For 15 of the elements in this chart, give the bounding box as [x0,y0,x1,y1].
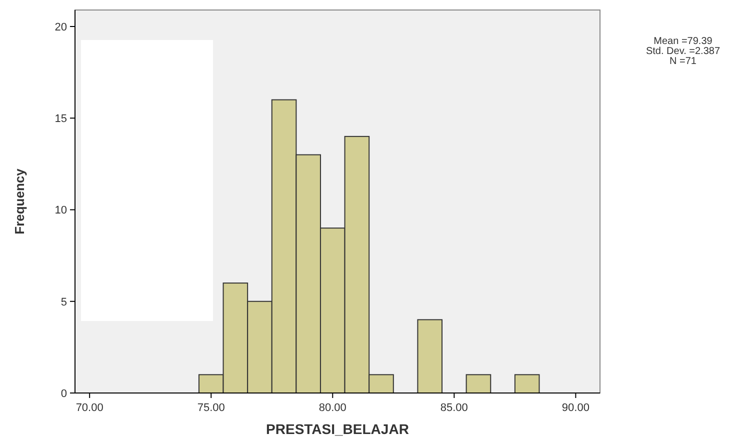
y-tick-label: 15 [54,113,67,126]
x-tick-label: 85.00 [440,402,468,414]
y-tick-label: 0 [60,388,67,400]
x-tick-label: 75.00 [197,402,225,414]
x-tick-label: 70.00 [76,402,104,414]
x-tick-label: 80.00 [318,402,346,414]
y-tick-label: 20 [54,21,67,34]
x-tick-label: 90.00 [562,402,590,414]
y-tick-label: 5 [60,296,67,308]
text: Mean =79.39 [654,36,713,47]
text: N =71 [670,56,697,67]
y-tick-label: 10 [54,204,67,217]
text: Std. Dev. =2.387 [646,46,720,57]
y-axis-title: Frequency [12,168,27,234]
x-axis-title: PRESTASI_BELAJAR [266,421,409,437]
